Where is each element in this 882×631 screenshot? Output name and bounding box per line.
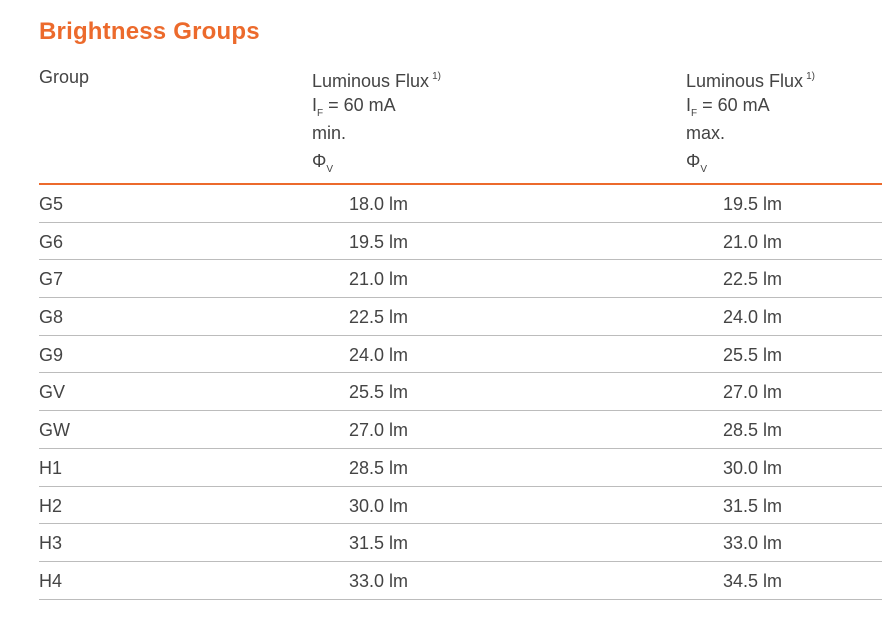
max-cond-sub: F [691,108,698,119]
table-row: G8 22.5 lm 24.0 lm [39,298,882,336]
page-title: Brightness Groups [39,18,260,45]
max-header-name: Luminous Flux [686,71,804,91]
min-flux-cell: 33.0 lm [349,570,409,591]
min-header-qualifier: min. [312,123,347,143]
group-cell: GW [39,420,70,441]
max-flux-cell: 34.5 lm [723,570,783,591]
min-header-symbol: Φ [312,151,327,171]
group-cell: G9 [39,344,64,365]
max-flux-cell: 22.5 lm [723,269,783,290]
group-cell: G8 [39,307,64,328]
min-flux-cell: 24.0 lm [349,344,409,365]
max-flux-cell: 24.0 lm [723,307,783,328]
max-cond-value: = 60 mA [697,95,770,115]
table-row: GW 27.0 lm 28.5 lm [39,411,882,449]
min-flux-cell: 21.0 lm [349,269,409,290]
group-cell: H2 [39,495,63,516]
max-header-symbol-sub: V [700,164,708,175]
group-cell: GV [39,382,66,403]
column-header-group: Group [39,63,89,91]
table-row: G9 24.0 lm 25.5 lm [39,336,882,374]
table-row: H1 28.5 lm 30.0 lm [39,449,882,487]
min-flux-cell: 27.0 lm [349,420,409,441]
min-flux-cell: 30.0 lm [349,495,409,516]
column-header-min: Luminous Flux 1) IF = 60 mA min. ΦV [312,63,441,175]
table-row: H4 33.0 lm 34.5 lm [39,562,882,600]
min-header-symbol-sub: V [326,164,334,175]
max-header-name-line: Luminous Flux 1) [686,63,815,91]
max-flux-cell: 33.0 lm [723,533,783,554]
min-header-footnote: 1) [432,71,441,82]
max-flux-cell: 31.5 lm [723,495,783,516]
max-header-symbol-line: ΦV [686,147,815,175]
min-flux-cell: 25.5 lm [349,382,409,403]
max-flux-cell: 28.5 lm [723,420,783,441]
min-flux-cell: 22.5 lm [349,307,409,328]
table-row: GV 25.5 lm 27.0 lm [39,373,882,412]
min-header-condition: IF = 60 mA [312,91,441,119]
min-header-name: Luminous Flux [312,71,430,91]
header-divider [39,183,882,185]
group-cell: H4 [39,570,63,591]
max-flux-cell: 27.0 lm [723,382,783,403]
min-header-symbol-line: ΦV [312,147,441,175]
table-row: G5 18.0 lm 19.5 lm [39,185,882,223]
group-cell: G6 [39,231,64,252]
min-header-name-line: Luminous Flux 1) [312,63,441,91]
max-header-symbol: Φ [686,151,701,171]
column-header-max: Luminous Flux 1) IF = 60 mA max. ΦV [686,63,815,175]
group-cell: G7 [39,269,64,290]
group-cell: H3 [39,533,63,554]
table-row: G7 21.0 lm 22.5 lm [39,260,882,299]
max-flux-cell: 25.5 lm [723,344,783,365]
max-flux-cell: 30.0 lm [723,457,783,478]
min-flux-cell: 31.5 lm [349,533,409,554]
group-cell: G5 [39,194,64,214]
table-row: H3 31.5 lm 33.0 lm [39,524,882,562]
group-cell: H1 [39,457,63,478]
min-flux-cell: 28.5 lm [349,457,409,478]
max-flux-cell: 21.0 lm [723,231,783,252]
max-header-footnote: 1) [806,71,815,82]
brightness-table-body: G5 18.0 lm 19.5 lm G6 19.5 lm 21.0 lm G7… [39,185,882,600]
min-flux-cell: 18.0 lm [349,194,409,214]
max-header-condition: IF = 60 mA [686,91,815,119]
table-row: H2 30.0 lm 31.5 lm [39,487,882,525]
min-flux-cell: 19.5 lm [349,231,409,252]
max-header-qualifier: max. [686,123,726,143]
max-cond-symbol: I [686,95,692,115]
min-cond-value: = 60 mA [323,95,396,115]
min-cond-symbol: I [312,95,318,115]
table-row: G6 19.5 lm 21.0 lm [39,223,882,261]
max-flux-cell: 19.5 lm [723,194,783,214]
group-header-label: Group [39,67,90,87]
min-cond-sub: F [317,108,324,119]
